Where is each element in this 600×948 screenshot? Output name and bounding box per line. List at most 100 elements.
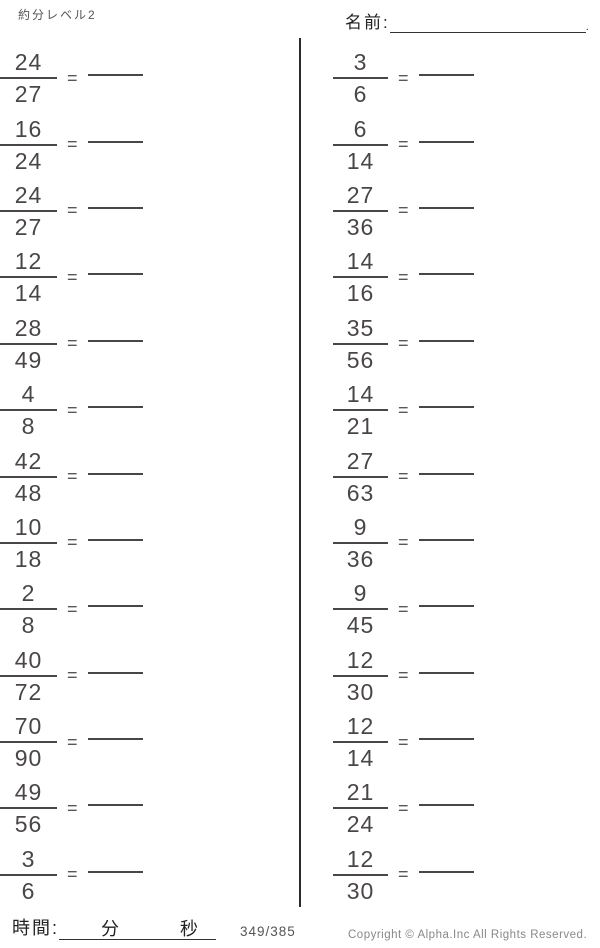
answer-blank[interactable] (418, 605, 474, 608)
answer-blank[interactable] (418, 870, 474, 873)
equals-sign: = (398, 466, 409, 487)
answer-blank[interactable] (418, 538, 474, 541)
answer-blank[interactable] (87, 472, 143, 475)
problem-row: 35 56 = (333, 311, 474, 377)
equals-sign: = (398, 399, 409, 420)
fraction: 12 30 (333, 647, 388, 705)
fraction-denominator: 24 (346, 811, 375, 838)
column-divider (299, 38, 301, 907)
answer-blank[interactable] (418, 74, 474, 77)
equals-sign: = (67, 266, 78, 287)
problem-row: 27 63 = (333, 443, 474, 509)
fraction-numerator: 14 (333, 248, 388, 279)
fraction-numerator: 9 (333, 580, 388, 611)
equals-sign: = (67, 665, 78, 686)
fraction: 35 56 (333, 315, 388, 373)
fraction-denominator: 8 (21, 413, 36, 440)
problem-row: 9 45 = (333, 576, 474, 642)
fraction-denominator: 36 (346, 213, 375, 240)
fraction: 9 36 (333, 514, 388, 572)
answer-blank[interactable] (87, 273, 143, 276)
fraction-numerator: 6 (333, 116, 388, 146)
problem-row: 24 27 = (0, 45, 143, 111)
copyright-text: Copyright © Alpha.Inc All Rights Reserve… (348, 929, 588, 941)
answer-blank[interactable] (418, 206, 474, 209)
answer-blank[interactable] (87, 74, 143, 77)
answer-blank[interactable] (87, 738, 143, 741)
fraction-denominator: 8 (21, 612, 36, 639)
equals-sign: = (67, 466, 78, 487)
answer-blank[interactable] (87, 206, 143, 209)
name-input-line[interactable] (389, 10, 586, 33)
problem-row: 3 6 = (333, 45, 474, 111)
fraction-numerator: 24 (0, 182, 57, 212)
problem-row: 70 90 = (0, 709, 143, 775)
fraction-denominator: 36 (346, 545, 375, 572)
answer-blank[interactable] (87, 671, 143, 674)
equals-sign: = (67, 864, 78, 885)
answer-blank[interactable] (418, 738, 474, 741)
fraction-denominator: 14 (346, 745, 375, 772)
answer-blank[interactable] (418, 406, 474, 409)
problem-row: 12 30 = (333, 643, 474, 709)
seconds-label: 秒 (180, 919, 201, 939)
fraction: 42 48 (0, 448, 57, 506)
fraction-numerator: 10 (0, 514, 57, 544)
fraction: 49 56 (0, 779, 57, 837)
fraction: 27 36 (333, 182, 388, 240)
answer-blank[interactable] (87, 406, 143, 409)
problem-row: 2 8 = (0, 576, 143, 642)
answer-blank[interactable] (418, 140, 474, 143)
fraction-numerator: 42 (0, 448, 57, 478)
fraction-denominator: 6 (21, 877, 36, 904)
problem-row: 49 56 = (0, 775, 143, 841)
answer-blank[interactable] (418, 472, 474, 475)
answer-blank[interactable] (418, 339, 474, 342)
answer-blank[interactable] (418, 671, 474, 674)
equals-sign: = (398, 731, 409, 752)
equals-sign: = (398, 532, 409, 553)
equals-sign: = (67, 67, 78, 88)
name-field: 名前: . (345, 8, 589, 33)
fraction-denominator: 14 (346, 147, 375, 174)
answer-blank[interactable] (418, 804, 474, 807)
answer-blank[interactable] (87, 538, 143, 541)
fraction: 3 6 (333, 49, 388, 107)
fraction-numerator: 2 (0, 580, 57, 611)
fraction-numerator: 21 (333, 779, 388, 810)
fraction-numerator: 14 (333, 381, 388, 412)
equals-sign: = (398, 797, 409, 818)
answer-blank[interactable] (87, 140, 143, 143)
problem-row: 3 6 = (0, 842, 143, 908)
fraction-numerator: 35 (333, 315, 388, 345)
equals-sign: = (67, 797, 78, 818)
problems-right-column: 3 6 = 6 14 = 27 36 = 14 16 = 35 56 (300, 45, 474, 908)
equals-sign: = (398, 266, 409, 287)
answer-blank[interactable] (418, 273, 474, 276)
name-label: 名前: (345, 13, 390, 32)
problem-row: 40 72 = (0, 643, 143, 709)
fraction-numerator: 40 (0, 647, 57, 677)
answer-blank[interactable] (87, 339, 143, 342)
fraction-denominator: 56 (346, 346, 375, 373)
time-label: 時間: (12, 918, 60, 938)
fraction-denominator: 24 (14, 147, 43, 174)
fraction-numerator: 49 (0, 779, 57, 810)
fraction-numerator: 3 (333, 49, 388, 80)
page-title: 約分レベル2 (18, 8, 97, 22)
fraction-numerator: 12 (333, 647, 388, 677)
time-input-line[interactable]: 分 秒 (59, 915, 217, 940)
equals-sign: = (398, 67, 409, 88)
answer-blank[interactable] (87, 804, 143, 807)
fraction-numerator: 27 (333, 448, 388, 478)
fraction: 4 8 (0, 381, 57, 439)
fraction-denominator: 18 (14, 545, 43, 572)
fraction-denominator: 63 (346, 479, 375, 506)
fraction: 40 72 (0, 647, 57, 705)
answer-blank[interactable] (87, 605, 143, 608)
fraction-denominator: 30 (346, 877, 375, 904)
problems-left-column: 24 27 = 16 24 = 24 27 = 12 14 = 28 49 (0, 45, 143, 908)
fraction-numerator: 16 (0, 116, 57, 146)
fraction: 12 14 (333, 713, 388, 771)
answer-blank[interactable] (87, 870, 143, 873)
